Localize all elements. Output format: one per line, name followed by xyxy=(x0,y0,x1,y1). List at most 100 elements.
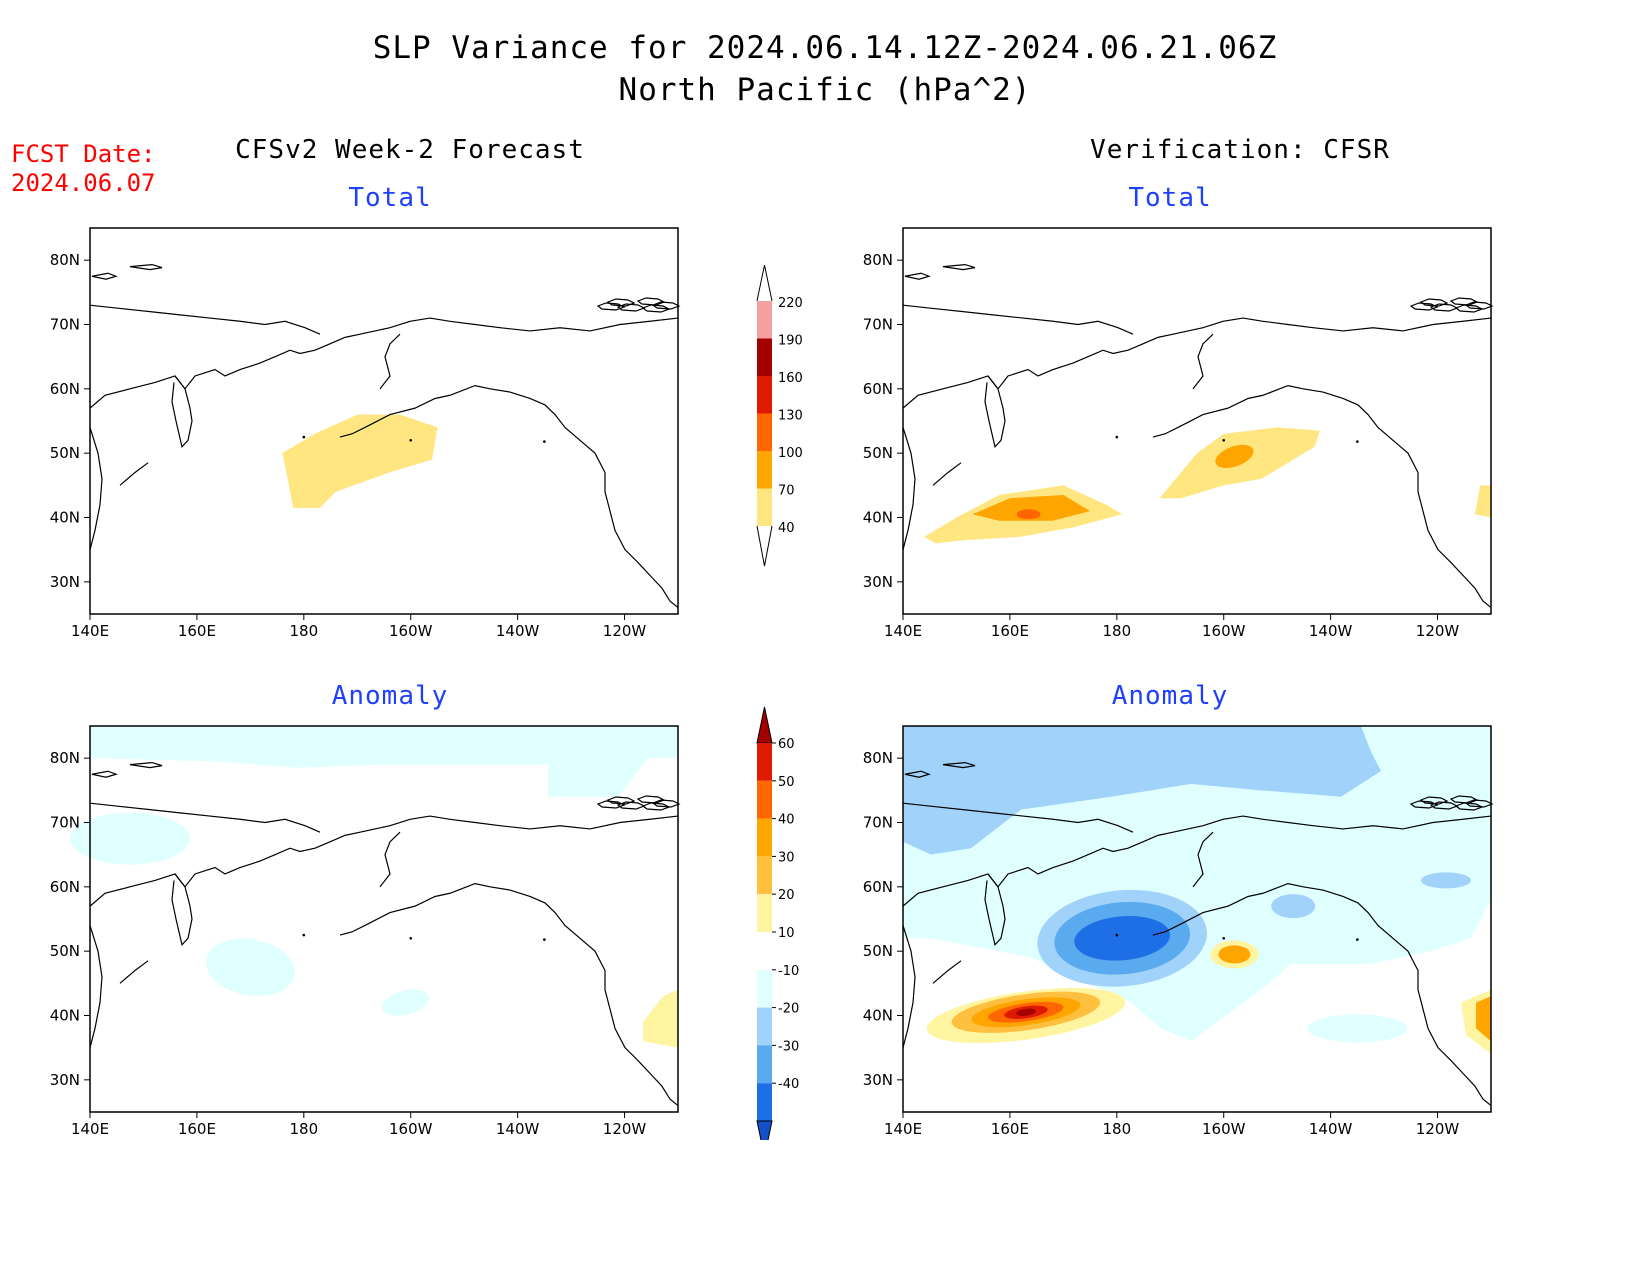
siberia-north-coastline xyxy=(89,802,321,833)
arctic-island xyxy=(942,263,976,271)
aleutian-island xyxy=(302,435,306,439)
lon-tick-label: 140E xyxy=(71,1120,109,1138)
arctic-island xyxy=(1419,796,1449,805)
lat-tick-label: 50N xyxy=(50,444,80,462)
aleutian-island xyxy=(409,439,413,442)
lat-tick-label: 70N xyxy=(863,814,893,832)
kamchatka-coastline xyxy=(984,873,1006,946)
aleutian-island xyxy=(1222,439,1226,442)
anomaly-minus20-contour xyxy=(1421,872,1471,889)
colorbar-total-segment xyxy=(757,413,772,451)
colorbar-total-segment xyxy=(757,451,772,489)
variance-70-contour xyxy=(1215,444,1254,469)
colorbar-anomaly-segment xyxy=(757,1083,772,1121)
verification-total-label: Total xyxy=(1128,183,1212,213)
arctic-island xyxy=(1464,799,1494,808)
lat-tick-label: 30N xyxy=(863,1071,893,1089)
lon-tick-label: 160W xyxy=(389,1120,433,1138)
colorbar-anomaly-label: 30 xyxy=(778,850,795,865)
lon-tick-label: 120W xyxy=(603,1120,647,1138)
arctic-island xyxy=(129,263,163,271)
arctic-island xyxy=(651,301,681,310)
colorbar-anomaly-label: -20 xyxy=(778,1002,799,1017)
fcst-date-value: 2024.06.07 xyxy=(11,169,156,197)
aleutian-peninsula xyxy=(1152,924,1179,936)
panel-verification-anomaly: 80N 70N 60N 50N 40N 30N 140E 160E 180 160W 140W 120… xyxy=(863,725,1494,1138)
lat-tick-label: 40N xyxy=(50,509,80,527)
aleutian-island xyxy=(1115,435,1119,439)
lon-tick-label: 140W xyxy=(1309,1120,1353,1138)
colorbar-anomaly: 60 50 40 30 20 10 -10 -20 -30 -40 xyxy=(756,706,799,1140)
arctic-coastline xyxy=(89,317,679,409)
colorbar-anomaly-segment xyxy=(757,856,772,895)
alaska-west-coastline xyxy=(1192,333,1214,390)
anomaly-minus20-contour xyxy=(1271,894,1316,919)
kamchatka-coastline xyxy=(171,375,193,448)
arctic-island xyxy=(91,272,118,280)
lon-tick-label: 140E xyxy=(884,1120,922,1138)
lon-tick-label: 180 xyxy=(289,1120,318,1138)
lat-tick-label: 30N xyxy=(50,573,80,591)
colorbar-total-segment xyxy=(757,488,772,526)
lon-tick-label: 180 xyxy=(1102,1120,1131,1138)
anomaly-minus10-contour xyxy=(205,938,295,996)
lon-tick-label: 140W xyxy=(496,622,540,640)
anomaly-minus40-contour xyxy=(1074,915,1171,961)
arctic-island xyxy=(904,770,931,778)
colorbar-anomaly-segment xyxy=(757,932,772,970)
figure-title-line1: SLP Variance for 2024.06.14.12Z-2024.06.… xyxy=(372,30,1278,66)
arctic-island xyxy=(596,800,626,809)
arctic-island xyxy=(1449,297,1479,306)
colorbar-total-segment xyxy=(757,301,772,339)
lon-tick-label: 140E xyxy=(884,622,922,640)
arctic-island xyxy=(636,297,666,306)
north-america-coastline xyxy=(1177,384,1492,609)
lon-tick-label: 120W xyxy=(1416,622,1460,640)
aleutian-peninsula xyxy=(339,426,366,438)
lat-tick-label: 30N xyxy=(863,573,893,591)
lon-tick-label: 160E xyxy=(178,1120,216,1138)
lon-tick-label: 160E xyxy=(991,622,1029,640)
colorbar-anomaly-top-arrow xyxy=(756,706,773,744)
arctic-island xyxy=(1409,800,1439,809)
colorbar-anomaly-segment xyxy=(757,1007,772,1046)
colorbar-total-label: 190 xyxy=(778,334,803,349)
lon-tick-label: 140E xyxy=(71,622,109,640)
lat-tick-label: 70N xyxy=(863,316,893,334)
lon-tick-label: 120W xyxy=(603,622,647,640)
panel-forecast-total: 80N 70N 60N 50N 40N 30N 140E 160E 180 160W 140W 120… xyxy=(50,227,681,640)
lat-tick-label: 70N xyxy=(50,814,80,832)
colorbar-anomaly-segment xyxy=(757,818,772,857)
lon-tick-label: 160E xyxy=(178,622,216,640)
panel-forecast-anomaly: 80N 70N 60N 50N 40N 30N 140E 160E 180 160W 140W 120… xyxy=(50,725,681,1138)
lon-tick-label: 120W xyxy=(1416,1120,1460,1138)
lat-tick-label: 60N xyxy=(50,380,80,398)
aleutian-island xyxy=(1222,937,1226,940)
kamchatka-coastline xyxy=(984,375,1006,448)
anomaly-plus60-contour xyxy=(1016,1008,1036,1017)
alaska-west-coastline xyxy=(379,831,401,888)
north-america-coastline xyxy=(364,882,679,1107)
anomaly-minus10-contour xyxy=(70,812,190,865)
anomaly-plus10-contour xyxy=(643,989,678,1048)
map-frame xyxy=(902,227,1492,615)
lat-tick-label: 60N xyxy=(863,380,893,398)
lon-tick-label: 140W xyxy=(1309,622,1353,640)
lat-tick-label: 50N xyxy=(863,942,893,960)
colorbar-anomaly-segment xyxy=(757,969,772,1008)
aleutian-island xyxy=(302,933,306,937)
colorbar-total-bottom-arrow xyxy=(756,525,773,567)
colorbar-anomaly-label: -40 xyxy=(778,1077,799,1092)
colorbar-total-label: 40 xyxy=(778,521,795,536)
aleutian-island xyxy=(543,938,546,941)
arctic-island xyxy=(636,795,666,804)
lat-tick-label: 60N xyxy=(50,878,80,896)
lon-tick-label: 180 xyxy=(289,622,318,640)
arctic-island xyxy=(606,796,636,805)
verification-anomaly-label: Anomaly xyxy=(1111,681,1229,711)
arctic-island xyxy=(1464,301,1494,310)
arctic-island xyxy=(1409,302,1439,311)
anomaly-minus10-contour xyxy=(1307,1014,1408,1043)
siberia-north-coastline xyxy=(902,304,1134,335)
lat-tick-label: 40N xyxy=(863,1007,893,1025)
